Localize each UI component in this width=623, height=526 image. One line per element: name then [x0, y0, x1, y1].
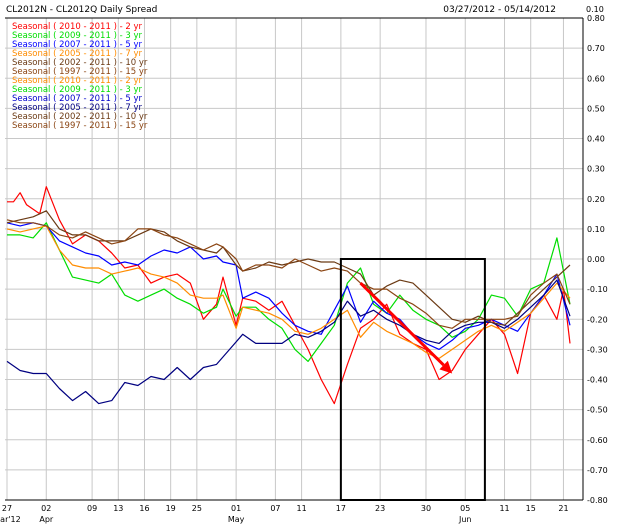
- y-axis-ticks: 0.80 0.70 0.60 0.50 0.40 0.30 0.20 0.10 0.00 -0.1…: [587, 14, 608, 505]
- arrow-head: [439, 360, 453, 374]
- y-tick-label: 0.30: [587, 165, 605, 174]
- x-tick-label: 17: [336, 504, 346, 513]
- series-line-5: [6, 279, 571, 405]
- legend-entry: Seasonal ( 2007 - 2011 ) - 5 yr: [12, 40, 143, 50]
- y-tick-label: 0.80: [587, 14, 605, 23]
- x-tick-label: 27: [2, 504, 12, 513]
- legend-entry: Seasonal ( 1997 - 2011 ) - 15 yr: [12, 67, 148, 77]
- x-tick-label: 11: [499, 504, 509, 513]
- y-tick-label: -0.20: [587, 315, 608, 324]
- chart-title: CL2012N - CL2012Q Daily Spread: [6, 5, 157, 15]
- legend-entry: Seasonal ( 2010 - 2011 ) - 2 yr: [12, 22, 143, 32]
- series-line-7: [6, 219, 571, 329]
- arrow-shaft: [359, 282, 445, 367]
- x-tick-label: 02: [41, 504, 51, 513]
- x-tick-label: 13: [113, 504, 123, 513]
- highlight-box: [339, 258, 486, 501]
- x-tick-label: 15: [526, 504, 536, 513]
- x-axis-ticks: 27 Mar'12 02 Apr 09 13 16 19 25 01 May 07 11 17 23 30 05…: [0, 504, 569, 524]
- date-range: 03/27/2012 - 05/14/2012: [443, 5, 556, 15]
- x-tick-label: 19: [166, 504, 176, 513]
- x-tick-month-label: Jun: [458, 515, 472, 524]
- legend-entry: Seasonal ( 2002 - 2011 ) - 10 yr: [12, 112, 148, 122]
- series-line-3: [6, 222, 571, 350]
- x-tick-label: 09: [87, 504, 97, 513]
- x-tick-label: 21: [558, 504, 568, 513]
- legend-entry: Seasonal ( 2009 - 2011 ) - 3 yr: [12, 85, 143, 95]
- y-tick-label: -0.70: [587, 466, 608, 475]
- x-tick-label: 23: [375, 504, 385, 513]
- y-tick-label: 0.00: [587, 255, 605, 264]
- x-tick-month-label: May: [228, 515, 245, 524]
- legend-entry: Seasonal ( 1997 - 2011 ) - 15 yr: [12, 121, 148, 131]
- legend-entry: Seasonal ( 2010 - 2011 ) - 2 yr: [12, 76, 143, 86]
- y-tick-label: -0.10: [587, 285, 608, 294]
- x-tick-label: 11: [296, 504, 306, 513]
- x-tick-label: 01: [231, 504, 241, 513]
- series-lines: [6, 186, 571, 405]
- series-line-6: [6, 210, 571, 326]
- x-tick-label: 05: [460, 504, 470, 513]
- trend-arrow: [359, 282, 453, 374]
- x-tick-month-label: Mar'12: [0, 515, 21, 524]
- legend-entry: Seasonal ( 2005 - 2011 ) - 7 yr: [12, 49, 143, 59]
- x-tick-label: 25: [192, 504, 202, 513]
- y-top-label: 0.10: [586, 5, 604, 14]
- y-tick-label: 0.10: [587, 225, 605, 234]
- y-tick-label: 0.40: [587, 135, 605, 144]
- y-tick-label: -0.60: [587, 436, 608, 445]
- y-tick-label: -0.50: [587, 406, 608, 415]
- y-tick-label: -0.30: [587, 345, 608, 354]
- y-tick-label: -0.80: [587, 496, 608, 505]
- y-tick-label: 0.60: [587, 74, 605, 83]
- axes: [5, 17, 584, 501]
- y-tick-label: -0.40: [587, 376, 608, 385]
- y-tick-label: 0.50: [587, 104, 605, 113]
- x-tick-month-label: Apr: [39, 515, 54, 524]
- series-line-4: [6, 225, 571, 359]
- legend-entry: Seasonal ( 2005 - 2011 ) - 7 yr: [12, 103, 143, 113]
- legend-entry: Seasonal ( 2007 - 2011 ) - 5 yr: [12, 94, 143, 104]
- x-tick-label: 30: [421, 504, 431, 513]
- legend-entry: Seasonal ( 2002 - 2011 ) - 10 yr: [12, 58, 148, 68]
- x-tick-label: 16: [139, 504, 149, 513]
- x-tick-label: 07: [270, 504, 280, 513]
- y-tick-label: 0.20: [587, 195, 605, 204]
- legend: Seasonal ( 2010 - 2011 ) - 2 yrSeasonal …: [12, 22, 148, 131]
- legend-entry: Seasonal ( 2009 - 2011 ) - 3 yr: [12, 31, 143, 41]
- y-tick-label: 0.70: [587, 44, 605, 53]
